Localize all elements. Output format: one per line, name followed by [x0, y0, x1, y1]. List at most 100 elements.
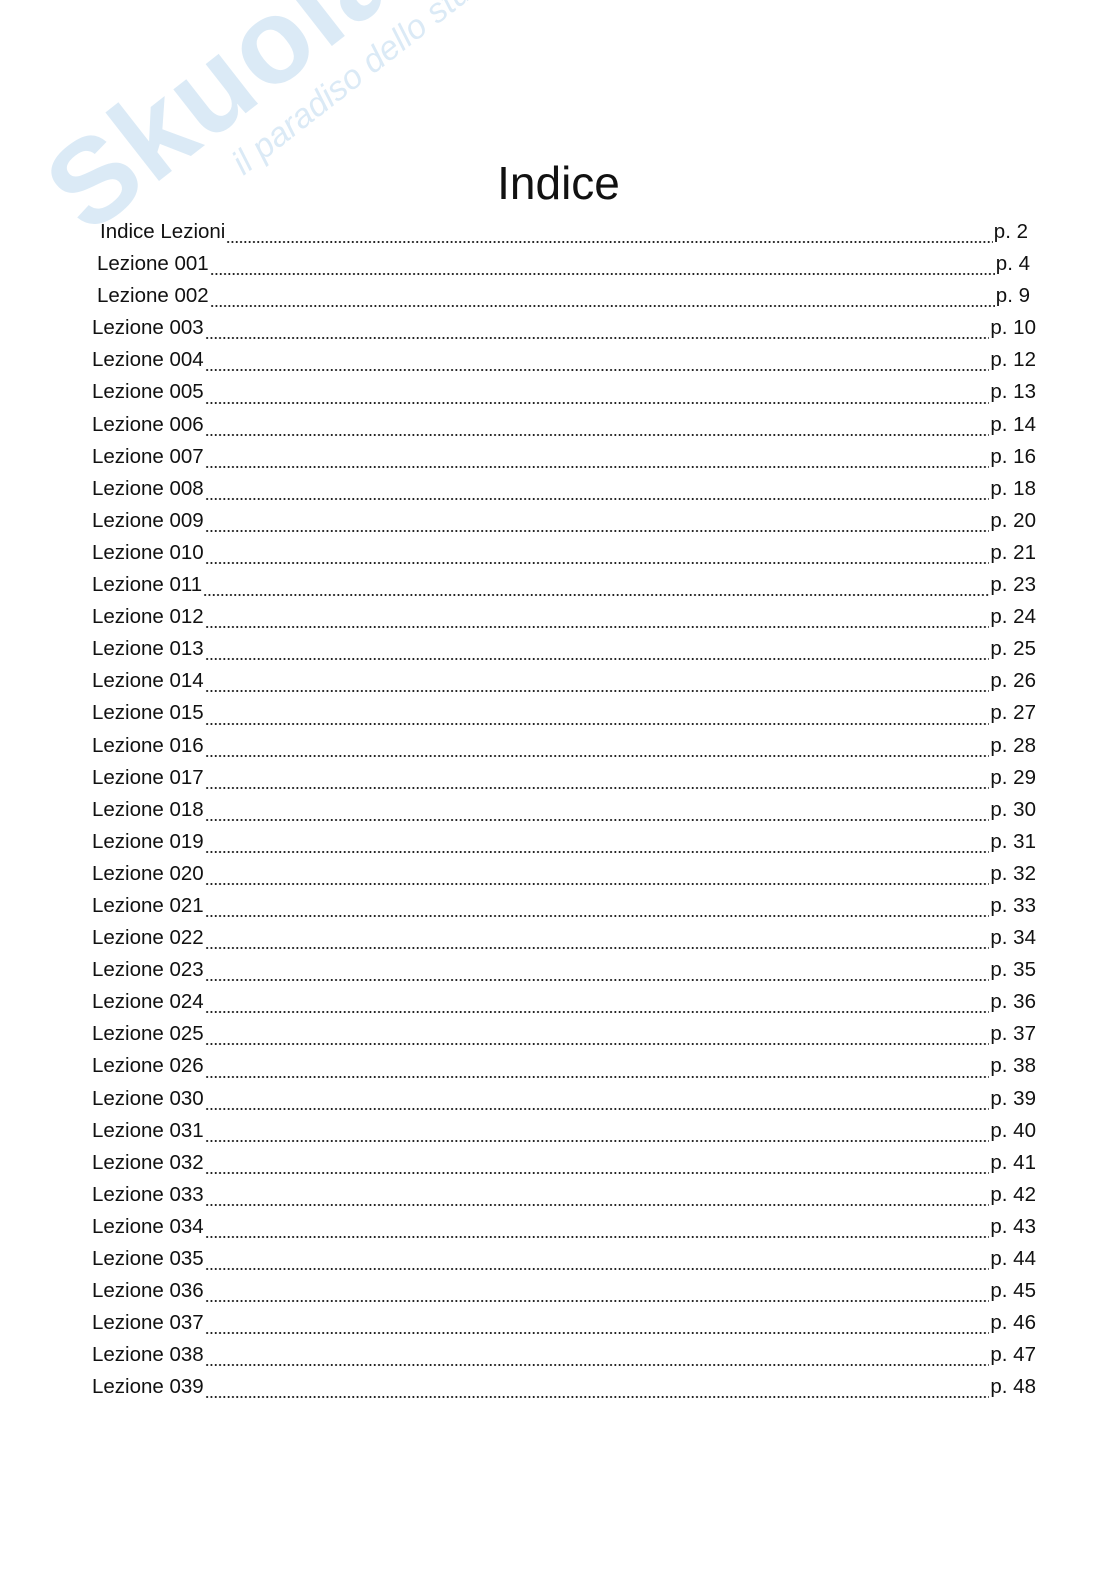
entry-label: Lezione 017: [92, 765, 204, 789]
entry-label: Lezione 008: [92, 476, 204, 500]
entry-page: p. 38: [990, 1054, 1036, 1078]
toc-entry: Indice Lezioni p. 2: [100, 220, 1028, 252]
entry-page: p. 35: [990, 958, 1036, 982]
toc-entry: Lezione 031 p. 40: [92, 1119, 1036, 1151]
entry-label: Lezione 002: [97, 284, 209, 308]
dot-leader: [204, 689, 990, 694]
entry-page: p. 14: [990, 412, 1036, 436]
entry-page: p. 32: [990, 861, 1036, 885]
toc-entry: Lezione 016 p. 28: [92, 734, 1036, 766]
dot-leader: [204, 368, 990, 373]
entry-label: Lezione 003: [92, 316, 204, 340]
toc-entry: Lezione 024 p. 36: [92, 990, 1036, 1022]
entry-page: p. 20: [990, 508, 1036, 532]
entry-page: p. 24: [990, 605, 1036, 629]
entry-page: p. 34: [990, 926, 1036, 950]
toc-entry: Lezione 038 p. 47: [92, 1343, 1036, 1375]
toc-entry: Lezione 026 p. 38: [92, 1054, 1036, 1086]
entry-page: p. 48: [990, 1375, 1036, 1399]
toc-entry: Lezione 003 p. 10: [92, 316, 1036, 348]
dot-leader: [204, 1010, 990, 1015]
dot-leader: [204, 881, 990, 886]
dot-leader: [204, 817, 990, 822]
toc-entry: Lezione 009 p. 20: [92, 509, 1036, 541]
entry-label: Lezione 037: [92, 1311, 204, 1335]
dot-leader: [204, 657, 990, 662]
entry-page: p. 27: [990, 701, 1036, 725]
entry-label: Lezione 001: [97, 252, 209, 276]
dot-leader: [204, 1267, 990, 1272]
entry-page: p. 16: [990, 444, 1036, 468]
toc-entry: Lezione 037 p. 46: [92, 1311, 1036, 1343]
entry-page: p. 30: [990, 797, 1036, 821]
dot-leader: [204, 1106, 990, 1111]
entry-label: Lezione 038: [92, 1343, 204, 1367]
entry-page: p. 41: [990, 1150, 1036, 1174]
entry-page: p. 9: [995, 284, 1030, 308]
entry-label: Lezione 009: [92, 508, 204, 532]
entry-label: Lezione 035: [92, 1247, 204, 1270]
entry-page: p. 13: [990, 380, 1036, 404]
entry-label: Lezione 039: [92, 1375, 204, 1399]
dot-leader: [204, 1235, 990, 1239]
entry-page: p. 4: [995, 252, 1030, 276]
entry-page: p. 31: [990, 829, 1036, 853]
entry-page: p. 33: [990, 893, 1036, 917]
entry-page: p. 37: [990, 1022, 1036, 1046]
title: Indice: [497, 157, 620, 209]
entry-page: p. 26: [990, 669, 1036, 693]
table-of-contents: Indice Lezioni p. 2 Lezione 001 p. 4 Lezione…: [92, 220, 1036, 1407]
toc-entry: Lezione 039 p. 48: [92, 1375, 1036, 1407]
entry-page: p. 45: [990, 1279, 1036, 1303]
dot-leader: [204, 849, 990, 854]
entry-label: Lezione 019: [92, 829, 204, 853]
toc-entry: Lezione 019 p. 31: [92, 830, 1036, 862]
toc-entry: Lezione 007 p. 16: [92, 445, 1036, 477]
entry-label: Lezione 013: [92, 637, 204, 661]
entry-label: Indice Lezioni: [100, 220, 226, 243]
toc-entry: Lezione 001 p. 4: [97, 252, 1030, 284]
dot-leader: [204, 432, 990, 437]
entry-page: p. 25: [990, 637, 1036, 661]
dot-leader: [204, 946, 990, 951]
toc-entry: Lezione 006 p. 14: [92, 413, 1036, 445]
toc-entry: Lezione 011 p. 23: [92, 573, 1036, 605]
toc-entry: Lezione 010 p. 21: [92, 541, 1036, 573]
entry-page: p. 46: [990, 1311, 1036, 1335]
toc-entry: Lezione 018 p. 30: [92, 798, 1036, 830]
entry-label: Lezione 022: [92, 926, 204, 950]
toc-entry: Lezione 036 p. 45: [92, 1279, 1036, 1311]
entry-page: p. 40: [990, 1118, 1036, 1142]
entry-label: Lezione 020: [92, 861, 204, 885]
dot-leader: [204, 753, 990, 758]
toc-entry: Lezione 004 p. 12: [92, 348, 1036, 380]
entry-page: p. 39: [990, 1086, 1036, 1110]
dot-leader: [204, 1299, 990, 1304]
entry-label: Lezione 007: [92, 444, 204, 468]
dot-leader: [204, 528, 990, 533]
toc-entry: Lezione 023 p. 35: [92, 958, 1036, 990]
dot-leader: [204, 785, 990, 790]
dot-leader: [204, 1138, 990, 1143]
entry-page: p. 47: [990, 1343, 1036, 1367]
dot-leader: [204, 914, 990, 919]
dot-leader: [204, 1395, 990, 1400]
toc-entry: Lezione 020 p. 32: [92, 862, 1036, 894]
entry-label: Lezione 006: [92, 412, 204, 436]
dot-leader: [204, 625, 990, 630]
dot-leader: [204, 400, 990, 405]
toc-entry: Lezione 030 p. 39: [92, 1087, 1036, 1119]
entry-page: p. 12: [990, 348, 1036, 372]
entry-page: p. 42: [990, 1182, 1036, 1206]
dot-leader: [204, 1170, 990, 1175]
toc-entry: Lezione 025 p. 37: [92, 1022, 1036, 1054]
entry-page: p. 36: [990, 990, 1036, 1014]
toc-entry: Lezione 014 p. 26: [92, 669, 1036, 701]
toc-entry: Lezione 008 p. 18: [92, 477, 1036, 509]
entry-label: Lezione 018: [92, 797, 204, 821]
entry-label: Lezione 033: [92, 1182, 204, 1206]
entry-label: Lezione 004: [92, 348, 204, 372]
toc-entry: Lezione 013 p. 25: [92, 637, 1036, 669]
dot-leader: [226, 240, 993, 245]
toc-entry: Lezione 033 p. 42: [92, 1183, 1036, 1215]
